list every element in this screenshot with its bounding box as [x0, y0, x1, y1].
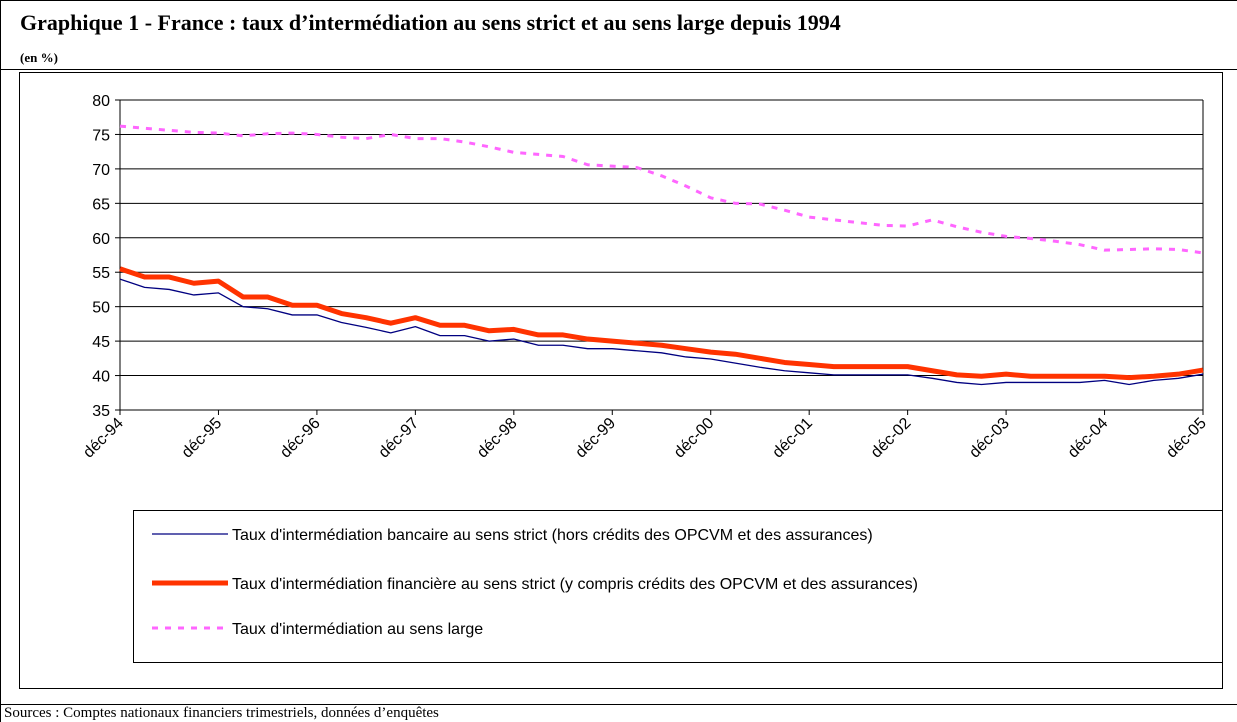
legend-label: Taux d'intermédiation financière au sens…	[232, 576, 918, 593]
legend-label: Taux d'intermédiation bancaire au sens s…	[232, 527, 873, 544]
y-tick-label: 60	[92, 231, 110, 248]
chart-subtitle: (en %)	[20, 50, 58, 65]
source: Sources : Comptes nationaux financiers t…	[4, 705, 439, 721]
y-tick-label: 65	[92, 196, 110, 213]
y-tick-label: 50	[92, 300, 110, 317]
y-tick-label: 80	[92, 93, 110, 110]
legend-box	[133, 510, 1223, 663]
y-tick-label: 45	[92, 334, 110, 351]
y-tick-label: 70	[92, 162, 110, 179]
line-series	[119, 278, 1204, 386]
y-tick-label: 40	[92, 369, 110, 386]
y-tick-label: 55	[92, 265, 110, 282]
line-series	[119, 266, 1204, 381]
line-series	[119, 124, 1204, 255]
y-tick-label: 75	[92, 127, 110, 144]
y-tick-label: 35	[92, 403, 110, 420]
legend-label: Taux d'intermédiation au sens large	[232, 621, 483, 638]
chart-frame	[19, 72, 1223, 689]
chart-title: Graphique 1 - France : taux d’intermédia…	[20, 10, 841, 35]
